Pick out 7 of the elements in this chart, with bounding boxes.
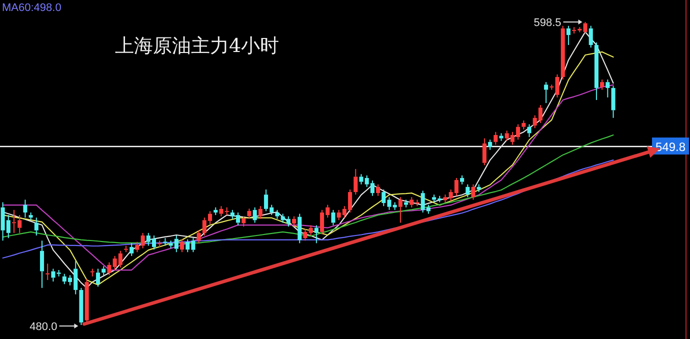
ref-line-label: 549.8 (655, 140, 686, 154)
annotation: 598.5 (534, 17, 562, 29)
annotation: 598.5 (534, 17, 582, 29)
annotation: 480.0 (30, 321, 78, 333)
annotation: MA60:498.0 (2, 2, 62, 14)
annotation: 480.0 (30, 321, 58, 333)
text: 上海原油主力4小时 (115, 35, 280, 57)
